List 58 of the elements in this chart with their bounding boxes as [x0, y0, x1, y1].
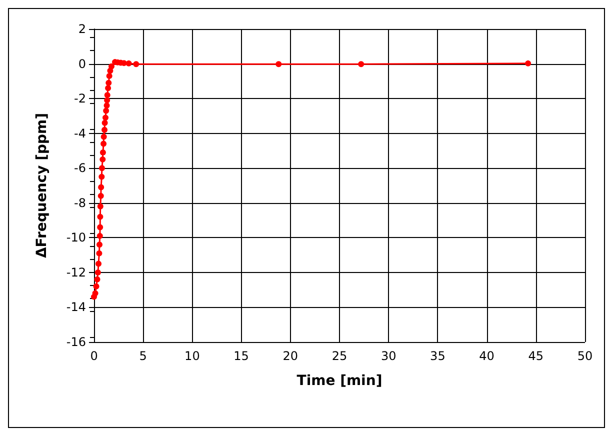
- x-tick-label: 30: [380, 349, 396, 363]
- x-tick-label: 5: [139, 349, 147, 363]
- point: [108, 63, 114, 70]
- point: [358, 61, 364, 68]
- point: [96, 242, 102, 248]
- point: [100, 134, 107, 140]
- point: [100, 140, 107, 147]
- point: [96, 232, 103, 239]
- point: [98, 174, 105, 180]
- point: [96, 260, 102, 267]
- point: [104, 92, 110, 98]
- point: [133, 61, 140, 68]
- y-tick-label: -12: [66, 265, 86, 280]
- x-tick-label: 40: [479, 349, 494, 363]
- point: [276, 61, 282, 68]
- point: [525, 60, 532, 66]
- y-tick-label: 2: [78, 22, 86, 36]
- point: [102, 120, 108, 126]
- point: [97, 214, 104, 220]
- y-tick-label: -6: [74, 161, 86, 176]
- point: [102, 126, 108, 133]
- point: [106, 72, 112, 79]
- point: [106, 80, 112, 86]
- y-tick-label: -8: [74, 196, 86, 210]
- point: [98, 184, 104, 190]
- x-axis-title: Time [min]: [296, 373, 382, 389]
- point: [104, 97, 110, 104]
- point: [96, 250, 102, 256]
- x-tick-label: 10: [184, 349, 200, 363]
- point: [126, 60, 132, 66]
- y-tick-label: 0: [78, 56, 86, 71]
- x-tick-label: 15: [234, 349, 249, 363]
- point: [93, 283, 100, 290]
- point: [100, 149, 106, 156]
- y-tick-label: -16: [66, 335, 86, 349]
- x-tick-label: 20: [282, 349, 298, 363]
- x-tick-label: 45: [528, 349, 544, 363]
- y-tick-label: -10: [66, 230, 86, 245]
- point: [98, 192, 104, 199]
- x-tick-label: 50: [577, 349, 593, 363]
- point: [100, 156, 106, 162]
- y-tick-label: -4: [74, 126, 86, 140]
- y-tick-label: -14: [66, 300, 86, 314]
- y-axis-title: ΔFrequency [ppm]: [34, 112, 50, 258]
- point: [94, 276, 100, 282]
- point: [104, 102, 110, 109]
- x-tick-label: 35: [430, 349, 446, 363]
- point: [97, 203, 104, 210]
- point: [94, 269, 101, 276]
- point: [97, 224, 104, 230]
- point: [102, 114, 108, 121]
- point: [103, 108, 110, 114]
- point: [92, 290, 98, 296]
- x-tick-label: 0: [90, 349, 98, 363]
- x-tick-label: 25: [332, 349, 348, 363]
- y-tick-label: -2: [74, 92, 86, 106]
- point: [98, 165, 105, 172]
- point: [105, 85, 112, 92]
